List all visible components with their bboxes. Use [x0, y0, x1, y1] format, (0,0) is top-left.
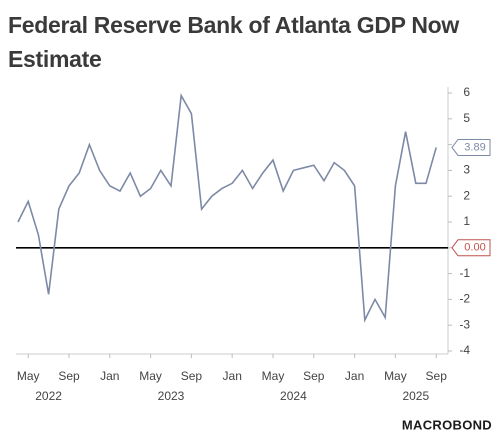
last-value-label-box [451, 138, 491, 156]
x-tick-label: May [384, 369, 407, 383]
reference-label: 0.00 [464, 242, 485, 254]
y-tick-label: 2 [463, 188, 470, 202]
y-tick-label: 6 [463, 85, 470, 99]
x-tick-label: Sep [426, 369, 448, 383]
year-label: 2022 [35, 389, 62, 403]
x-tick-label: Sep [58, 369, 80, 383]
last-value-label: 3.89 [464, 141, 485, 153]
year-label: 2025 [402, 389, 429, 403]
y-tick-label: -3 [459, 317, 470, 331]
chart-title: Federal Reserve Bank of Atlanta GDP Now … [8, 12, 459, 72]
x-tick-label: Jan [223, 369, 242, 383]
year-label: 2023 [158, 389, 185, 403]
reference-label-box [451, 239, 491, 257]
x-tick-label: May [262, 369, 285, 383]
x-tick-label: Sep [181, 369, 203, 383]
x-tick-label: Jan [345, 369, 364, 383]
source-logo: MACROBOND [402, 417, 492, 432]
line-series [17, 93, 437, 324]
x-tick-label: Jan [100, 369, 119, 383]
y-tick-label: -1 [459, 266, 470, 280]
x-tick-label: May [17, 369, 40, 383]
y-tick-label: 1 [463, 214, 470, 228]
y-tick-label: -4 [459, 343, 470, 357]
y-tick-label: 3 [463, 163, 470, 177]
x-tick-label: May [139, 369, 162, 383]
y-tick-label: 5 [463, 111, 470, 125]
y-tick-label: -2 [459, 292, 470, 306]
year-label: 2024 [280, 389, 307, 403]
x-tick-label: Sep [303, 369, 325, 383]
